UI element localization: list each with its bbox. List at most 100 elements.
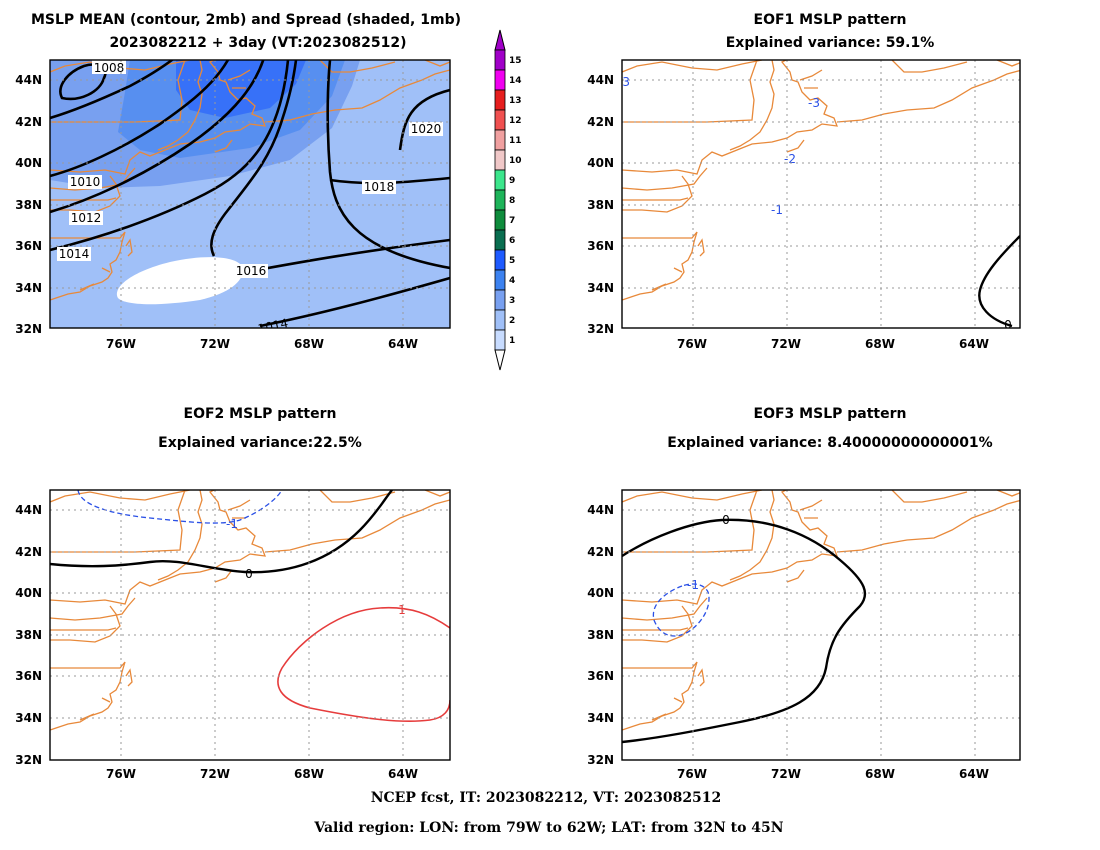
svg-text:68W: 68W <box>294 337 324 351</box>
colorbar-label: 15 <box>509 56 522 66</box>
svg-text:44N: 44N <box>587 73 614 87</box>
contour-label: 1010 <box>70 175 101 189</box>
svg-text:76W: 76W <box>106 767 136 781</box>
eof2-positive-contour <box>277 606 450 723</box>
panel-mean-lat-ticks: 44N 42N 40N 38N 36N 34N 32N <box>15 73 42 336</box>
svg-text:72W: 72W <box>771 337 801 351</box>
colorbar-swatch <box>494 309 506 331</box>
colorbar-swatch <box>494 249 506 271</box>
colorbar-swatch <box>494 289 506 311</box>
svg-text:68W: 68W <box>865 337 895 351</box>
svg-text:68W: 68W <box>865 767 895 781</box>
colorbar-label: 2 <box>509 316 515 326</box>
svg-text:32N: 32N <box>15 753 42 767</box>
panel-eof3-title-line1: EOF3 MSLP pattern <box>754 406 907 422</box>
svg-text:64W: 64W <box>388 767 418 781</box>
panel-eof1-lat-ticks: 44N 42N 40N 38N 36N 34N 32N <box>587 73 614 336</box>
colorbar-label: 9 <box>509 176 515 186</box>
colorbar-bottom-arrow <box>494 349 506 371</box>
spread-colorbar: 15 14 13 12 11 10 9 8 7 6 5 4 3 2 1 <box>494 29 522 371</box>
panel-eof2-lat-ticks: 44N 42N 40N 38N 36N 34N 32N <box>15 503 42 767</box>
svg-text:42N: 42N <box>15 545 42 559</box>
svg-text:76W: 76W <box>106 337 136 351</box>
svg-text:72W: 72W <box>771 767 801 781</box>
panel-eof1-lon-ticks: 76W 72W 68W 64W <box>677 337 989 351</box>
svg-text:76W: 76W <box>677 767 707 781</box>
colorbar-top-arrow <box>494 29 506 51</box>
eof3-contour-labels: 0 -1 <box>687 513 730 592</box>
panel-eof2-title-line1: EOF2 MSLP pattern <box>184 406 337 422</box>
colorbar-swatch <box>494 329 506 351</box>
colorbar-swatch <box>494 109 506 131</box>
panel-eof1: EOF1 MSLP pattern Explained variance: 59… <box>587 12 1021 351</box>
panel-mslp-mean: MSLP MEAN (contour, 2mb) and Spread (sha… <box>15 12 461 351</box>
colorbar-label: 7 <box>509 216 515 226</box>
colorbar-swatch <box>494 129 506 151</box>
colorbar-label: 10 <box>509 156 522 166</box>
contour-label: -1 <box>226 517 238 531</box>
svg-text:64W: 64W <box>959 337 989 351</box>
svg-text:32N: 32N <box>15 322 42 336</box>
panel-eof3-lon-ticks: 76W 72W 68W 64W <box>677 767 989 781</box>
panel-eof3: EOF3 MSLP pattern Explained variance: 8.… <box>587 406 1021 781</box>
panel-eof1-title-line2: Explained variance: 59.1% <box>726 35 935 51</box>
eof2-contour-labels: -1 0 1 <box>226 517 406 617</box>
colorbar-label: 4 <box>509 276 515 286</box>
svg-text:32N: 32N <box>587 753 614 767</box>
colorbar-swatch <box>494 169 506 191</box>
svg-text:38N: 38N <box>15 198 42 212</box>
colorbar-label: 8 <box>509 196 515 206</box>
panel-eof3-frame <box>621 489 1021 761</box>
colorbar-label: 14 <box>509 76 522 86</box>
contour-label: 1 <box>398 603 406 617</box>
svg-text:40N: 40N <box>587 586 614 600</box>
colorbar-label: 12 <box>509 116 522 126</box>
svg-text:34N: 34N <box>587 281 614 295</box>
footer-valid-region: Valid region: LON: from 79W to 62W; LAT:… <box>313 820 783 836</box>
contour-label: 0 <box>245 567 253 581</box>
eof1-contour-labels: -3 -3 -2 -1 0 <box>622 75 1012 332</box>
eof2-negative-contour <box>77 490 283 524</box>
colorbar-swatch <box>494 69 506 91</box>
panel-eof2-frame <box>49 489 451 761</box>
spread-minimum-area <box>116 257 243 305</box>
eof3-negative-contour <box>652 583 710 637</box>
contour-label: 0 <box>1004 318 1012 332</box>
svg-text:44N: 44N <box>15 503 42 517</box>
contour-label: 1012 <box>71 211 102 225</box>
colorbar-label: 11 <box>509 136 522 146</box>
eof3-zero-contour <box>622 518 867 744</box>
colorbar-label: 13 <box>509 96 522 106</box>
svg-text:64W: 64W <box>959 767 989 781</box>
contour-label: 1018 <box>364 180 395 194</box>
panel-eof1-title-line1: EOF1 MSLP pattern <box>754 12 907 28</box>
svg-text:38N: 38N <box>587 198 614 212</box>
svg-text:40N: 40N <box>15 156 42 170</box>
panel-eof3-title-line2: Explained variance: 8.40000000000001% <box>667 435 992 451</box>
colorbar-swatch <box>494 49 506 71</box>
svg-text:34N: 34N <box>587 711 614 725</box>
svg-text:40N: 40N <box>587 156 614 170</box>
svg-text:44N: 44N <box>587 503 614 517</box>
contour-label: -3 <box>808 96 820 110</box>
svg-text:42N: 42N <box>587 545 614 559</box>
svg-text:36N: 36N <box>587 669 614 683</box>
svg-text:32N: 32N <box>587 322 614 336</box>
mean-contour-labels: 1008 1010 1012 1014 1016 1018 1020 1014 <box>57 60 443 328</box>
colorbar-swatch <box>494 269 506 291</box>
panel-eof2: EOF2 MSLP pattern Explained variance:22.… <box>15 406 451 781</box>
contour-label: 1008 <box>94 61 125 75</box>
svg-text:40N: 40N <box>15 586 42 600</box>
svg-text:38N: 38N <box>15 628 42 642</box>
svg-text:64W: 64W <box>388 337 418 351</box>
eof1-zero-contour <box>978 235 1020 328</box>
svg-text:72W: 72W <box>200 337 230 351</box>
colorbar-swatch <box>494 189 506 211</box>
panel-mean-frame <box>49 59 451 329</box>
spread-shade-max <box>176 60 306 118</box>
colorbar-label: 6 <box>509 236 515 246</box>
svg-text:34N: 34N <box>15 281 42 295</box>
contour-label: 0 <box>722 513 730 527</box>
colorbar-swatch <box>494 229 506 251</box>
